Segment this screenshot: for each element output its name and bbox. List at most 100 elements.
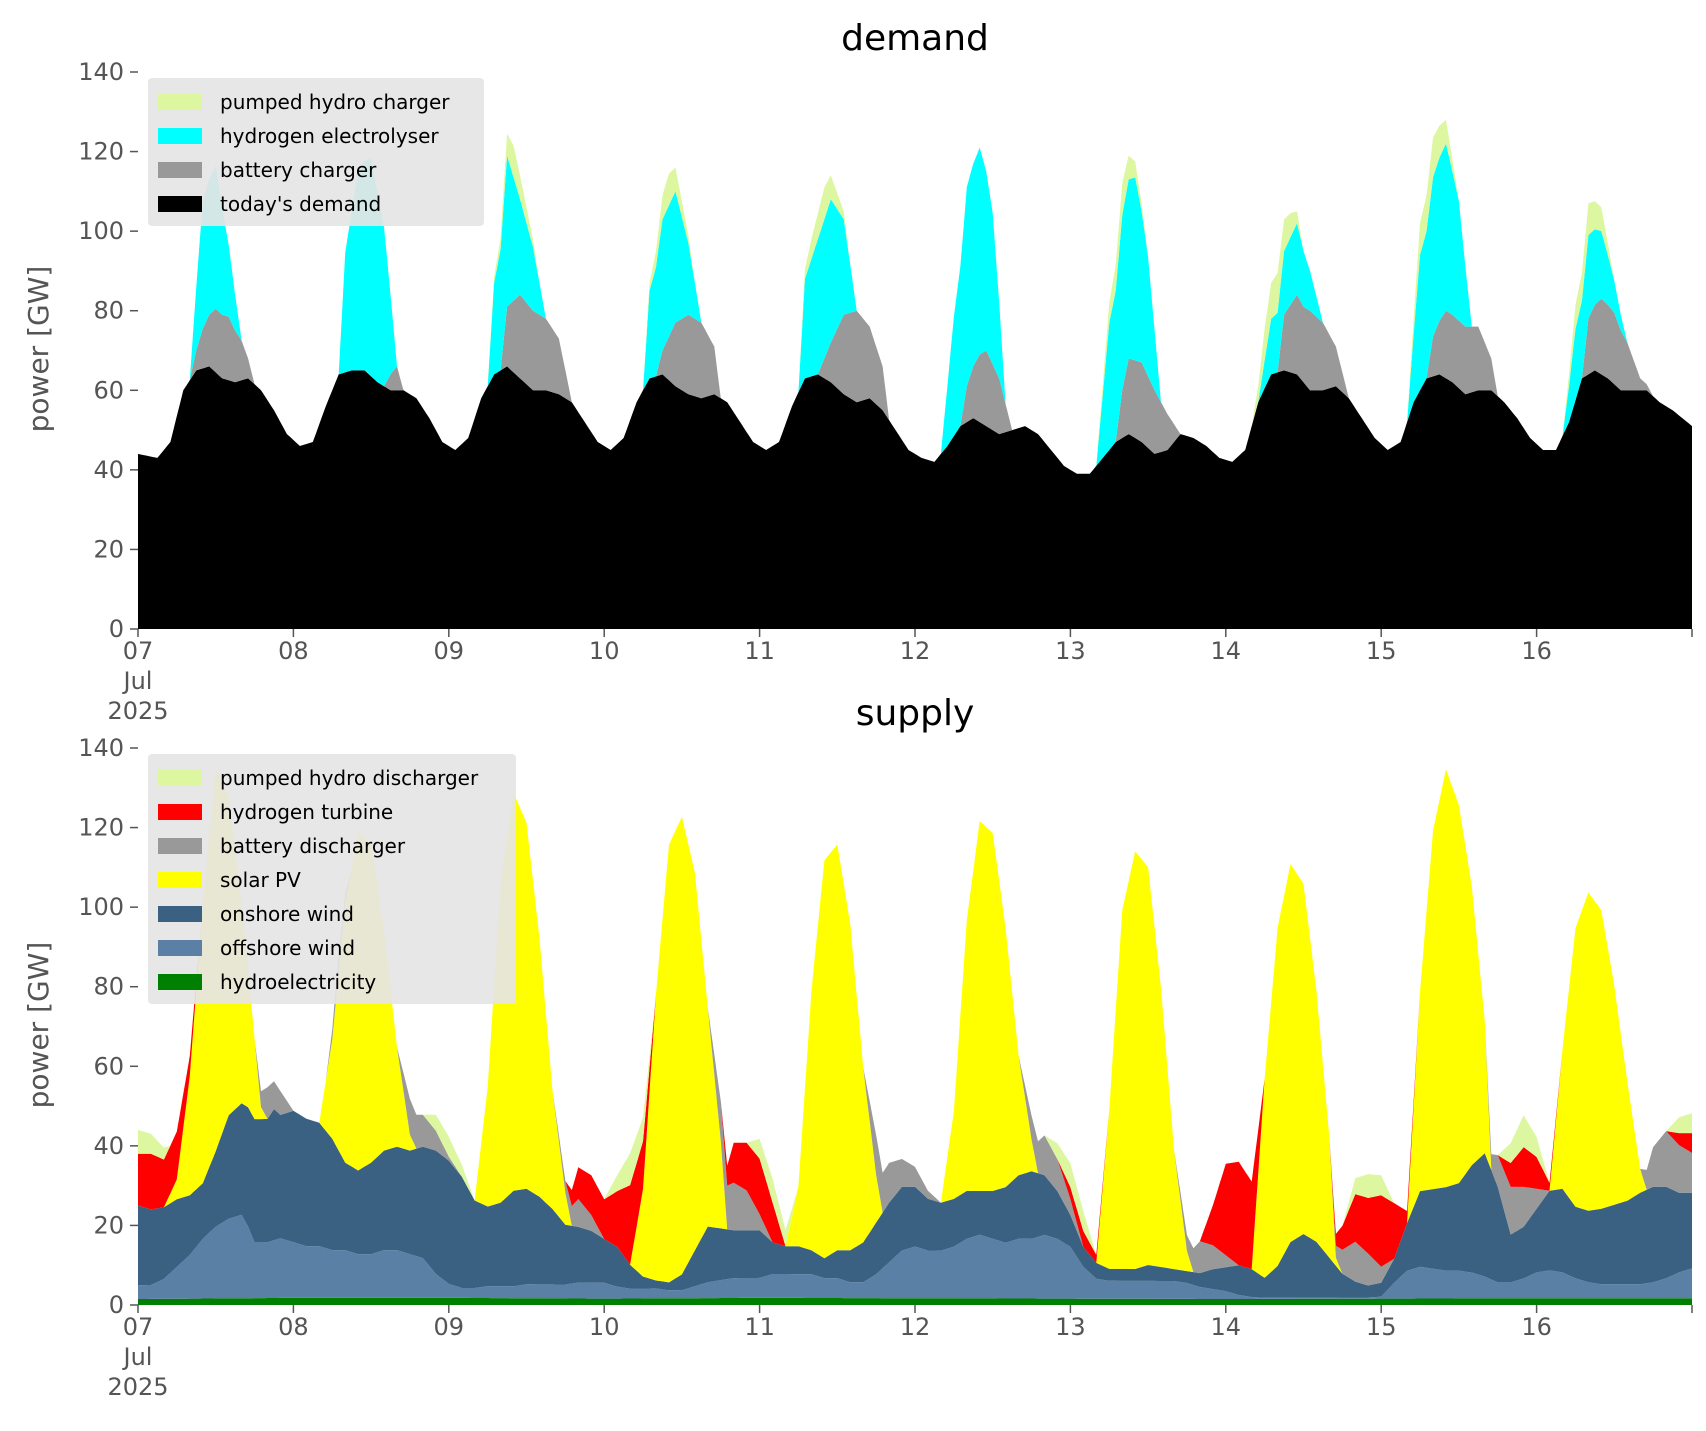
x-tick-line: 16: [1521, 1313, 1552, 1341]
y-tick-label: 0: [109, 615, 124, 643]
x-tick-line: 12: [900, 637, 931, 665]
x-tick-line: 08: [278, 1313, 309, 1341]
x-tick-label: 09: [434, 1313, 465, 1341]
y-tick-label: 100: [78, 893, 124, 921]
x-tick-line: 10: [589, 637, 620, 665]
y-tick-label: 80: [93, 973, 124, 1001]
hydrogen-electrolyser-legend-label: hydrogen electrolyser: [220, 124, 439, 148]
today-s-demand-legend-label: today's demand: [220, 192, 381, 216]
pumped-hydro-charger-legend-label: pumped hydro charger: [220, 90, 450, 114]
today-s-demand-legend-swatch: [158, 196, 202, 212]
x-tick-label: 07 Jul 2025: [107, 637, 168, 725]
hydroelectricity-legend-swatch: [158, 974, 202, 990]
pumped-hydro-discharger-legend-swatch: [158, 770, 202, 786]
battery-charger-area: [138, 294, 1692, 474]
demand-areas: [138, 119, 1692, 629]
demand-title: demand: [841, 18, 989, 59]
x-tick-line: 14: [1211, 1313, 1242, 1341]
today-s-demand-area: [138, 366, 1692, 629]
x-tick-line: 16: [1521, 637, 1552, 665]
y-tick-label: 0: [109, 1291, 124, 1319]
solar-pv-legend-label: solar PV: [220, 868, 301, 892]
pumped-hydro-discharger-legend-label: pumped hydro discharger: [220, 766, 479, 790]
x-tick-label: 15: [1366, 1313, 1397, 1341]
x-tick-line: Jul: [122, 667, 153, 695]
pumped-hydro-charger-legend-swatch: [158, 94, 202, 110]
supply-title: supply: [856, 693, 975, 734]
x-tick-label: 15: [1366, 637, 1397, 665]
hydrogen-turbine-legend-label: hydrogen turbine: [220, 800, 393, 824]
x-tick-line: 10: [589, 1313, 620, 1341]
x-tick-line: 11: [744, 637, 775, 665]
x-tick-label: 11: [744, 637, 775, 665]
y-tick-label: 20: [93, 535, 124, 563]
demand-axes: 0 20 40 60 80 100 120 140 07 Jul 2025 08 09 10 11 12 13 1…: [78, 58, 1693, 725]
y-tick-label: 120: [78, 138, 124, 166]
demand-panel: demand power [GW] 0 20 40 60 80 100 120 140 07 Ju…: [22, 18, 1693, 725]
hydrogen-electrolyser-area: [138, 143, 1692, 474]
y-tick-label: 60: [93, 1052, 124, 1080]
supply-legend: pumped hydro discharger hydrogen turbine b…: [148, 754, 516, 1004]
hydroelectricity-area: [138, 1297, 1692, 1305]
y-tick-label: 60: [93, 376, 124, 404]
x-tick-label: 10: [589, 637, 620, 665]
battery-discharger-legend-swatch: [158, 838, 202, 854]
x-tick-line: 15: [1366, 637, 1397, 665]
legend-box: [148, 78, 484, 226]
x-tick-line: 13: [1055, 637, 1086, 665]
hydrogen-electrolyser-legend-swatch: [158, 128, 202, 144]
x-tick-line: 2025: [107, 1373, 168, 1401]
x-tick-line: 09: [434, 1313, 465, 1341]
demand-legend: pumped hydro charger hydrogen electrolyse…: [148, 78, 484, 226]
y-tick-label: 120: [78, 814, 124, 842]
y-tick-label: 40: [93, 456, 124, 484]
battery-charger-legend-label: battery charger: [220, 158, 377, 182]
onshore-wind-legend-swatch: [158, 906, 202, 922]
x-tick-line: 15: [1366, 1313, 1397, 1341]
solar-pv-legend-swatch: [158, 872, 202, 888]
x-tick-line: Jul: [122, 1343, 153, 1371]
x-tick-line: 09: [434, 637, 465, 665]
battery-discharger-legend-label: battery discharger: [220, 834, 406, 858]
supply-areas: [138, 769, 1692, 1305]
x-tick-line: 07: [123, 1313, 154, 1341]
x-tick-label: 08: [278, 1313, 309, 1341]
x-tick-line: 2025: [107, 697, 168, 725]
x-tick-label: 14: [1211, 1313, 1242, 1341]
hydroelectricity-legend-label: hydroelectricity: [220, 970, 376, 994]
offshore-wind-legend-label: offshore wind: [220, 936, 355, 960]
x-tick-label: 16: [1521, 1313, 1552, 1341]
x-tick-line: 12: [900, 1313, 931, 1341]
x-tick-label: 12: [900, 637, 931, 665]
x-tick-line: 08: [278, 637, 309, 665]
y-tick-label: 100: [78, 217, 124, 245]
x-tick-label: 14: [1211, 637, 1242, 665]
battery-discharger-area: [138, 769, 1692, 1286]
x-tick-line: 14: [1211, 637, 1242, 665]
demand-ylabel: power [GW]: [22, 266, 55, 433]
x-tick-label: 08: [278, 637, 309, 665]
x-tick-line: 13: [1055, 1313, 1086, 1341]
y-tick-label: 80: [93, 297, 124, 325]
x-tick-label: 12: [900, 1313, 931, 1341]
hydrogen-turbine-legend-swatch: [158, 804, 202, 820]
x-tick-label: 16: [1521, 637, 1552, 665]
x-tick-label: 09: [434, 637, 465, 665]
onshore-wind-area: [138, 1103, 1692, 1298]
solar-pv-area: [138, 769, 1692, 1286]
pumped-hydro-charger-area: [138, 119, 1692, 474]
supply-ylabel: power [GW]: [22, 942, 55, 1109]
x-tick-label: 13: [1055, 1313, 1086, 1341]
battery-charger-legend-swatch: [158, 162, 202, 178]
x-tick-line: 07: [123, 637, 154, 665]
onshore-wind-legend-label: onshore wind: [220, 902, 354, 926]
offshore-wind-area: [138, 1214, 1692, 1299]
offshore-wind-legend-swatch: [158, 940, 202, 956]
x-tick-label: 13: [1055, 637, 1086, 665]
supply-axes: 0 20 40 60 80 100 120 140 07 Jul 2025 08 09 10 11 12 13 1…: [78, 734, 1693, 1401]
legend-box: [148, 754, 516, 1004]
y-tick-label: 140: [78, 734, 124, 762]
x-tick-line: 11: [744, 1313, 775, 1341]
x-tick-label: 11: [744, 1313, 775, 1341]
